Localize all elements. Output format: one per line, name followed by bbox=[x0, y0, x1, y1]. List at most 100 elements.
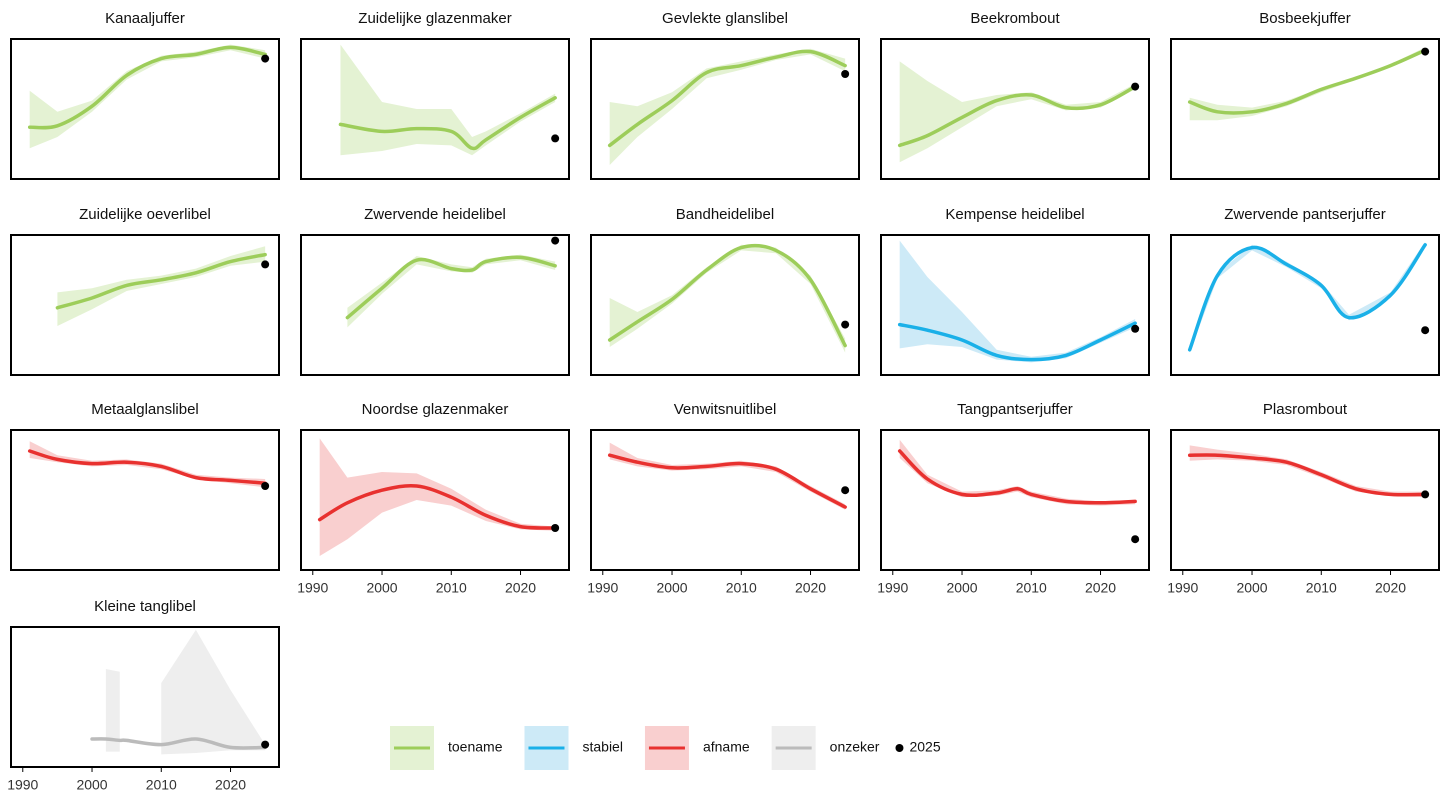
panel-plot bbox=[27, 44, 267, 149]
trend-line bbox=[338, 96, 557, 151]
x-tick-label: 2000 bbox=[946, 580, 977, 596]
panel-frame bbox=[300, 429, 570, 571]
trend-line bbox=[607, 243, 847, 348]
legend-point bbox=[895, 744, 904, 752]
panel-frame bbox=[590, 38, 860, 180]
confidence-band bbox=[899, 240, 1136, 363]
x-tick-label: 1990 bbox=[297, 580, 328, 596]
panel-plot bbox=[607, 442, 847, 510]
trend-line bbox=[897, 449, 1137, 505]
panel-title: Beekrombout bbox=[970, 10, 1060, 27]
panel-title: Gevlekte glanslibel bbox=[662, 10, 788, 27]
point-2025 bbox=[261, 260, 270, 269]
panel-frame bbox=[10, 429, 280, 571]
x-tick-label: 2020 bbox=[505, 580, 536, 596]
confidence-band bbox=[29, 44, 266, 149]
point-2025 bbox=[261, 740, 270, 749]
point-2025 bbox=[1131, 82, 1140, 91]
legend-label: toename bbox=[448, 739, 503, 755]
panel-title: Kempense heidelibel bbox=[945, 206, 1084, 223]
panel-plot bbox=[90, 629, 267, 755]
panel-title: Kleine tanglibel bbox=[94, 598, 196, 615]
panel-frame bbox=[1170, 429, 1440, 571]
x-tick-label: 1990 bbox=[587, 580, 618, 596]
confidence-band bbox=[161, 629, 266, 755]
point-2025 bbox=[551, 524, 560, 532]
panel-plot bbox=[607, 48, 847, 165]
panel-title: Zuidelijke glazenmaker bbox=[358, 10, 511, 27]
confidence-band bbox=[340, 44, 556, 156]
panel-plot bbox=[317, 438, 557, 556]
point-2025 bbox=[551, 236, 560, 245]
panel-frame bbox=[880, 234, 1150, 376]
confidence-band bbox=[609, 244, 846, 353]
panel-title: Kanaaljuffer bbox=[105, 10, 185, 27]
trend-line bbox=[1187, 453, 1427, 497]
x-tick-label: 1990 bbox=[877, 580, 908, 596]
trend-line bbox=[607, 453, 847, 509]
panel-plot bbox=[1187, 47, 1427, 121]
trend-line bbox=[55, 252, 267, 310]
trend-line bbox=[27, 449, 267, 485]
x-tick-label: 2020 bbox=[795, 580, 826, 596]
panel-frame bbox=[300, 38, 570, 180]
panel-title: Zuidelijke oeverlibel bbox=[79, 206, 211, 223]
legend-label: stabiel bbox=[582, 739, 622, 755]
panel-plot bbox=[1187, 242, 1427, 353]
confidence-band bbox=[609, 48, 846, 165]
x-tick-label: 2010 bbox=[1016, 580, 1047, 596]
panel-title: Zwervende pantserjuffer bbox=[1224, 206, 1385, 223]
panel-title: Noordse glazenmaker bbox=[362, 401, 509, 418]
panel-title: Zwervende heidelibel bbox=[364, 206, 506, 223]
panel-frame bbox=[1170, 234, 1440, 376]
point-2025 bbox=[1421, 490, 1430, 499]
panel-frame bbox=[880, 38, 1150, 180]
panel-plot bbox=[897, 240, 1137, 363]
point-2025 bbox=[261, 482, 270, 490]
x-tick-label: 1990 bbox=[1167, 580, 1198, 596]
x-tick-label: 2010 bbox=[146, 777, 177, 793]
panel-frame bbox=[10, 234, 280, 376]
x-tick-label: 2020 bbox=[215, 777, 246, 793]
x-tick-label: 2020 bbox=[1085, 580, 1116, 596]
point-2025 bbox=[1131, 324, 1140, 333]
panel-frame bbox=[1170, 38, 1440, 180]
panel-frame bbox=[880, 429, 1150, 571]
point-2025 bbox=[1131, 535, 1140, 544]
panel-plot bbox=[607, 243, 847, 353]
trend-line bbox=[27, 45, 267, 130]
x-tick-label: 2020 bbox=[1375, 580, 1406, 596]
trend-line bbox=[607, 49, 847, 148]
x-tick-label: 2000 bbox=[656, 580, 687, 596]
legend-label: onzeker bbox=[830, 739, 880, 755]
confidence-band bbox=[319, 438, 556, 556]
legend-label: 2025 bbox=[909, 739, 940, 755]
panel-plot bbox=[1187, 445, 1427, 498]
confidence-band bbox=[609, 442, 846, 510]
x-tick-label: 1990 bbox=[7, 777, 38, 793]
panel-frame bbox=[590, 234, 860, 376]
trend-line bbox=[90, 737, 267, 750]
x-tick-label: 2010 bbox=[726, 580, 757, 596]
panel-title: Tangpantserjuffer bbox=[957, 401, 1073, 418]
panel-title: Bandheidelibel bbox=[676, 206, 774, 223]
panel-plot bbox=[338, 44, 557, 156]
panel-plot bbox=[897, 439, 1137, 506]
panel-frame bbox=[10, 38, 280, 180]
panel-frame bbox=[300, 234, 570, 376]
point-2025 bbox=[1421, 326, 1430, 335]
confidence-band bbox=[105, 669, 120, 752]
point-2025 bbox=[841, 486, 850, 495]
panel-frame bbox=[590, 429, 860, 571]
confidence-band bbox=[899, 61, 1136, 163]
legend-label: afname bbox=[703, 739, 750, 755]
panel-title: Venwitsnuitlibel bbox=[674, 401, 777, 418]
panel-title: Plasrombout bbox=[1263, 401, 1348, 418]
panel-plot bbox=[897, 61, 1137, 163]
confidence-band bbox=[899, 439, 1136, 506]
trend-line bbox=[897, 84, 1137, 148]
x-tick-label: 2000 bbox=[76, 777, 107, 793]
confidence-band bbox=[1189, 445, 1426, 498]
x-tick-label: 2010 bbox=[436, 580, 467, 596]
